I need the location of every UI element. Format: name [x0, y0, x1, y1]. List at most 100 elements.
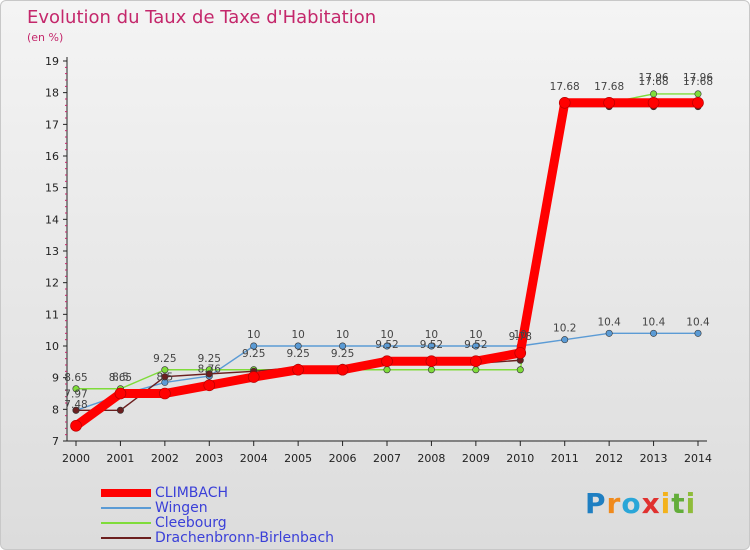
chart-subtitle: (en %) [27, 31, 64, 44]
brand-letter: i [685, 487, 697, 520]
data-point-climbach [336, 363, 349, 376]
data-point-wingen [250, 342, 258, 350]
x-tick-label: 2010 [506, 452, 534, 465]
data-label: 10 [336, 329, 349, 341]
y-tick-label: 8 [52, 403, 59, 416]
brand-letter: P [585, 487, 607, 520]
data-label: 17.96 [639, 72, 669, 84]
x-tick-label: 2004 [240, 452, 268, 465]
data-label: 9.25 [286, 348, 309, 360]
x-tick-label: 2011 [551, 452, 579, 465]
data-point-cleebourg [650, 90, 658, 98]
y-tick-label: 10 [45, 340, 59, 353]
legend-swatch [101, 536, 151, 539]
data-label: 8.5 [157, 372, 174, 384]
brand-letter: r [606, 487, 622, 520]
y-tick-label: 18 [45, 87, 59, 100]
data-label: 9.52 [420, 339, 443, 351]
data-label: 9.52 [464, 339, 487, 351]
data-point-climbach [247, 371, 260, 383]
data-point-wingen [339, 342, 347, 350]
data-label: 9.78 [509, 331, 532, 343]
data-point-wingen [294, 342, 302, 350]
y-tick-label: 7 [52, 435, 59, 448]
data-label: 9.52 [375, 339, 398, 351]
x-tick-label: 2013 [640, 452, 668, 465]
data-label: 9.25 [198, 353, 221, 365]
legend-item: CLIMBACH [101, 485, 334, 501]
data-label: 10 [514, 329, 527, 341]
data-point-climbach [292, 363, 304, 376]
brand-letter: i [660, 487, 672, 520]
data-point-climbach [381, 355, 393, 368]
y-tick-label: 13 [45, 245, 59, 258]
data-label: 7.97 [64, 388, 87, 400]
x-tick-label: 2008 [417, 452, 445, 465]
data-point-climbach [70, 419, 82, 432]
data-label: 9.25 [331, 348, 354, 360]
x-tick-label: 2009 [462, 452, 490, 465]
data-point-climbach [159, 387, 171, 400]
y-tick-label: 9 [52, 372, 59, 385]
data-point-drachenbronn-birlenbach [161, 373, 169, 381]
y-tick-label: 15 [45, 182, 59, 195]
data-label: 8.65 [109, 372, 132, 384]
data-label: 10 [247, 329, 260, 341]
data-point-climbach [425, 355, 438, 368]
data-point-drachenbronn-birlenbach [72, 406, 80, 414]
x-tick-label: 2003 [195, 452, 223, 465]
legend-item: Wingen [101, 499, 334, 516]
legend-label: Drachenbronn-Birlenbach [155, 529, 335, 546]
data-point-climbach [558, 97, 571, 109]
data-label: 10.4 [642, 316, 666, 328]
legend-swatch [101, 488, 151, 497]
data-point-wingen [694, 329, 702, 337]
x-tick-label: 2001 [106, 452, 134, 465]
data-point-drachenbronn-birlenbach [116, 406, 124, 414]
data-label: 17.96 [683, 72, 713, 84]
legend-label: Cleebourg [155, 514, 227, 531]
y-tick-label: 19 [45, 55, 59, 68]
data-point-climbach [114, 387, 127, 400]
data-point-cleebourg [694, 90, 702, 98]
data-point-cleebourg [516, 366, 524, 374]
data-label: 17.68 [550, 81, 580, 93]
data-label: 10.4 [597, 316, 621, 328]
data-point-climbach [203, 379, 216, 392]
data-point-climbach [603, 97, 615, 109]
y-tick-label: 17 [45, 118, 59, 131]
data-point-cleebourg [72, 385, 80, 393]
data-point-wingen [605, 329, 613, 337]
x-tick-label: 2012 [595, 452, 623, 465]
chart-title: Evolution du Taux de Taxe d'Habitation [27, 7, 377, 28]
data-label: 10.2 [553, 323, 576, 335]
data-point-wingen [383, 342, 391, 350]
legend-label: Wingen [155, 499, 208, 516]
data-point-cleebourg [383, 366, 391, 374]
data-label: 10 [380, 329, 393, 341]
data-label: 10.4 [686, 316, 710, 328]
proxiti-logo: Proxiti [585, 487, 696, 520]
data-label: 17.68 [639, 76, 669, 88]
data-label: 9.25 [242, 348, 265, 360]
data-label: 9.25 [153, 353, 176, 365]
data-point-wingen [650, 329, 658, 337]
x-tick-label: 2005 [284, 452, 312, 465]
legend-swatch [101, 506, 151, 509]
data-point-wingen [472, 342, 480, 350]
data-point-climbach [470, 355, 482, 368]
data-label: 10 [469, 329, 482, 341]
y-tick-label: 12 [45, 277, 59, 290]
data-label: 8.5 [112, 372, 129, 384]
data-label: 8.65 [64, 372, 87, 384]
data-point-cleebourg [472, 366, 480, 374]
x-tick-label: 2006 [329, 452, 357, 465]
data-label: 10 [425, 329, 438, 341]
data-point-wingen [561, 336, 569, 344]
brand-letter: x [641, 487, 661, 520]
x-tick-label: 2007 [373, 452, 401, 465]
data-label: 17.68 [683, 76, 713, 88]
data-label: 7.48 [64, 399, 87, 411]
